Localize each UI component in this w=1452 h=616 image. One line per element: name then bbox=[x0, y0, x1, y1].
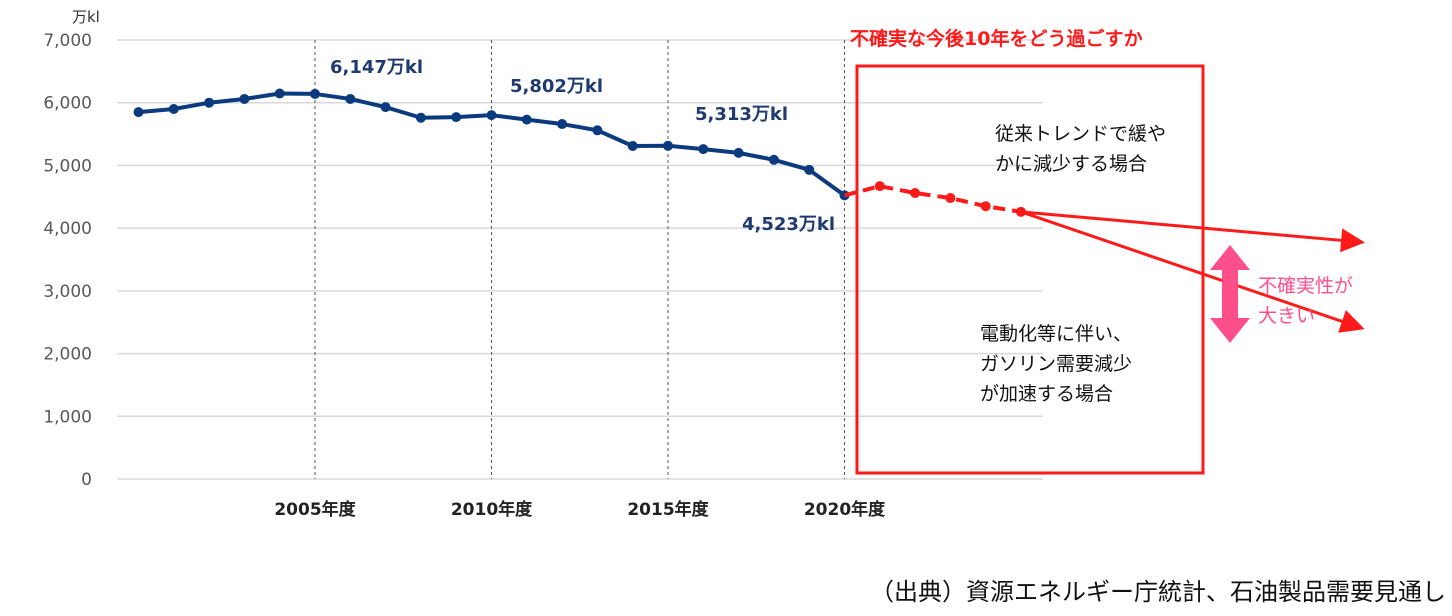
y-tick-label: 7,000 bbox=[43, 31, 92, 51]
x-tick-label: 2020年度 bbox=[804, 499, 886, 520]
uncertainty-label: 大きい bbox=[1258, 305, 1315, 327]
scenario-label: 電動化等に伴い、 bbox=[980, 323, 1132, 345]
data-point bbox=[910, 188, 921, 199]
data-point bbox=[204, 97, 215, 108]
y-tick-label: 6,000 bbox=[43, 94, 92, 114]
data-point bbox=[168, 103, 179, 114]
x-tick-label: 2015年度 bbox=[627, 499, 709, 520]
scenario-label: が加速する場合 bbox=[980, 383, 1113, 405]
data-point bbox=[557, 119, 568, 130]
data-point bbox=[345, 93, 356, 104]
data-point bbox=[874, 181, 885, 192]
data-point bbox=[239, 93, 250, 104]
data-point bbox=[627, 140, 638, 151]
value-label: 4,523万kl bbox=[742, 214, 835, 235]
data-point bbox=[592, 125, 603, 136]
scenario-arrow bbox=[1020, 210, 1365, 253]
y-tick-label: 5,000 bbox=[43, 156, 92, 176]
y-tick-label: 0 bbox=[81, 470, 92, 490]
data-point bbox=[486, 110, 497, 121]
data-point bbox=[804, 164, 815, 175]
data-point bbox=[945, 193, 956, 204]
uncertainty-label: 不確実性が bbox=[1258, 275, 1353, 297]
data-point bbox=[133, 107, 144, 118]
y-tick-label: 3,000 bbox=[43, 282, 92, 302]
data-point bbox=[980, 201, 991, 212]
forecast-box bbox=[855, 64, 1205, 475]
double-arrow-icon bbox=[1210, 245, 1250, 343]
value-label: 5,313万kl bbox=[695, 104, 788, 125]
data-point bbox=[733, 147, 744, 158]
y-tick-label: 2,000 bbox=[43, 345, 92, 365]
data-point bbox=[310, 88, 320, 99]
data-point bbox=[768, 154, 779, 165]
data-point bbox=[274, 88, 285, 99]
source-note: （出典）資源エネルギー庁統計、石油製品需要見通し bbox=[870, 578, 1446, 606]
scenario-label: かに減少する場合 bbox=[995, 153, 1147, 175]
y-tick-label: 1,000 bbox=[43, 407, 92, 427]
scenario-label: ガソリン需要減少 bbox=[980, 353, 1132, 375]
data-point bbox=[521, 114, 532, 125]
data-point bbox=[415, 112, 426, 123]
x-tick-label: 2005年度 bbox=[274, 499, 356, 520]
value-label: 5,802万kl bbox=[510, 76, 603, 97]
data-point bbox=[663, 140, 673, 151]
value-label: 6,147万kl bbox=[330, 57, 423, 78]
x-tick-label: 2010年度 bbox=[451, 499, 533, 520]
data-point bbox=[698, 144, 709, 155]
forecast-line bbox=[843, 184, 1022, 214]
data-point bbox=[380, 102, 391, 113]
scenario-arrow bbox=[1020, 210, 1365, 333]
scenario-label: 従来トレンドで緩や bbox=[995, 123, 1166, 145]
forecast-box-title: 不確実な今後10年をどう過ごすか bbox=[850, 27, 1143, 50]
data-point bbox=[451, 112, 462, 123]
y-axis-unit: 万kl bbox=[72, 8, 100, 26]
y-tick-label: 4,000 bbox=[43, 219, 92, 239]
